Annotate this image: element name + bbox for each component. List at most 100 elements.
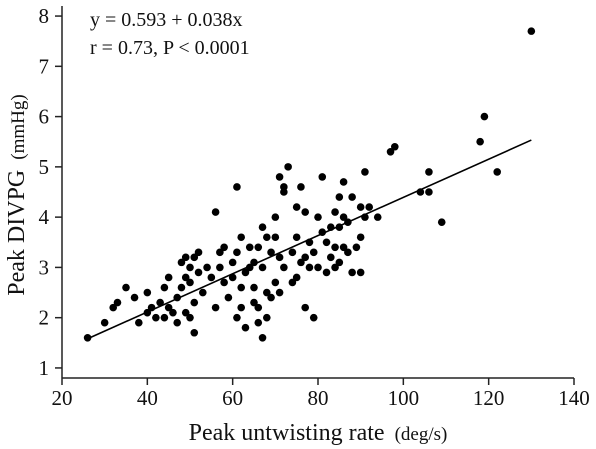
data-point bbox=[190, 328, 199, 337]
y-tick-label: 5 bbox=[39, 155, 50, 179]
x-ticks: 20 40 60 80 100 120 140 bbox=[52, 378, 590, 410]
y-tick-label: 7 bbox=[39, 54, 50, 78]
regression-line-group bbox=[87, 139, 532, 340]
data-point bbox=[335, 258, 344, 267]
data-point bbox=[348, 268, 356, 277]
x-tick-label: 20 bbox=[52, 386, 73, 410]
data-point bbox=[493, 168, 502, 176]
data-point bbox=[271, 233, 280, 242]
data-point bbox=[160, 283, 169, 292]
data-point bbox=[237, 283, 245, 292]
data-point bbox=[207, 273, 216, 282]
x-tick-label: 40 bbox=[137, 386, 158, 410]
data-point bbox=[263, 313, 271, 322]
y-tick-label: 3 bbox=[39, 255, 50, 279]
data-point bbox=[271, 278, 280, 287]
data-point bbox=[220, 278, 228, 287]
data-point bbox=[228, 258, 237, 267]
data-point bbox=[365, 203, 374, 211]
data-point bbox=[292, 203, 301, 211]
data-point bbox=[318, 173, 327, 181]
data-point bbox=[391, 142, 399, 151]
data-point bbox=[301, 303, 310, 312]
data-point bbox=[237, 233, 245, 242]
data-point bbox=[280, 263, 288, 272]
annotation-correlation: r = 0.73, P < 0.0001 bbox=[90, 37, 250, 59]
data-point bbox=[284, 163, 292, 171]
data-point bbox=[288, 278, 297, 287]
data-point bbox=[122, 283, 130, 292]
x-tick-label: 140 bbox=[558, 386, 590, 410]
data-point bbox=[331, 208, 339, 216]
y-tick-label: 8 bbox=[39, 4, 50, 28]
y-tick-label: 1 bbox=[39, 356, 50, 380]
data-point bbox=[254, 243, 263, 252]
data-point bbox=[425, 188, 433, 196]
data-point bbox=[480, 112, 489, 121]
data-point bbox=[314, 263, 322, 272]
y-tick-label: 6 bbox=[39, 105, 50, 129]
x-tick-label: 80 bbox=[308, 386, 329, 410]
data-point bbox=[216, 263, 224, 272]
data-point bbox=[143, 288, 152, 297]
data-point bbox=[322, 268, 331, 277]
data-point bbox=[344, 248, 352, 257]
data-point bbox=[237, 303, 245, 312]
data-point bbox=[220, 243, 228, 252]
data-point bbox=[181, 308, 190, 317]
data-point bbox=[280, 188, 288, 196]
data-point bbox=[216, 248, 224, 257]
x-axis-unit: (deg/s) bbox=[395, 424, 448, 445]
data-point bbox=[275, 173, 284, 181]
regression-line bbox=[87, 139, 532, 340]
annotation-equation: y = 0.593 + 0.038x bbox=[90, 9, 243, 31]
data-point bbox=[301, 208, 310, 216]
data-points bbox=[83, 27, 536, 342]
data-point bbox=[335, 193, 344, 201]
data-point bbox=[356, 268, 365, 277]
data-point bbox=[203, 263, 211, 272]
data-point bbox=[331, 243, 339, 252]
data-point bbox=[177, 283, 186, 292]
x-tick-label: 120 bbox=[473, 386, 505, 410]
data-point bbox=[476, 137, 484, 146]
data-point bbox=[241, 268, 250, 277]
data-point bbox=[352, 243, 361, 252]
data-point bbox=[331, 263, 339, 272]
data-point bbox=[164, 273, 173, 282]
data-point bbox=[224, 293, 233, 302]
data-point bbox=[160, 313, 169, 322]
data-point bbox=[267, 293, 275, 302]
data-point bbox=[339, 213, 348, 221]
data-point bbox=[228, 273, 237, 282]
data-point bbox=[190, 298, 199, 307]
data-point bbox=[527, 27, 536, 35]
data-point bbox=[211, 208, 220, 216]
data-point bbox=[130, 293, 139, 302]
y-axis-unit: (mmHg) bbox=[8, 94, 29, 159]
data-point bbox=[156, 298, 164, 307]
data-point bbox=[194, 268, 203, 277]
x-tick-label: 100 bbox=[388, 386, 420, 410]
data-point bbox=[297, 258, 305, 267]
data-point bbox=[186, 278, 194, 287]
data-point bbox=[250, 283, 258, 292]
y-tick-label: 2 bbox=[39, 306, 50, 330]
data-point bbox=[301, 253, 310, 262]
data-point bbox=[309, 313, 318, 322]
data-point bbox=[292, 233, 301, 242]
data-point bbox=[211, 303, 220, 312]
data-point bbox=[356, 203, 365, 211]
data-point bbox=[113, 298, 122, 307]
data-point bbox=[109, 303, 117, 312]
y-tick-label: 4 bbox=[39, 205, 50, 229]
x-tick-label: 60 bbox=[222, 386, 243, 410]
data-point bbox=[275, 253, 284, 262]
data-point bbox=[233, 183, 241, 191]
data-point bbox=[361, 168, 369, 176]
data-point bbox=[309, 248, 318, 257]
data-point bbox=[254, 303, 263, 312]
data-point bbox=[386, 147, 395, 156]
x-axis-title: Peak untwisting rate (deg/s) bbox=[189, 420, 448, 446]
